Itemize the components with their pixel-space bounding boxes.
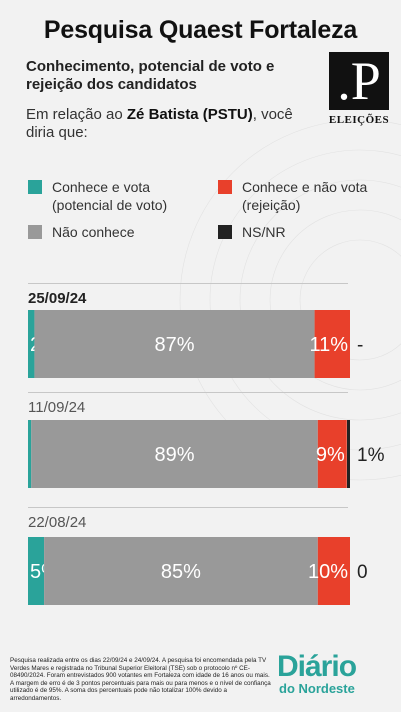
row-separator (28, 283, 348, 284)
nsnr-value-label: - (357, 335, 363, 356)
bar-value-label: 11% (309, 334, 348, 356)
legend-label-rejeicao: Conhece e não vota (rejeição) (242, 179, 368, 213)
brand-tagline: do Nordeste (279, 681, 355, 696)
logo-label: ELEIÇÕES (328, 114, 390, 126)
date-label: 11/09/24 (28, 399, 86, 416)
legend-item-nao-conhece: Não conhece (28, 223, 135, 241)
row-separator (28, 392, 348, 393)
bar-segment (44, 537, 318, 605)
bar-segment (317, 420, 347, 488)
date-label: 22/08/24 (28, 514, 87, 531)
bar-segment (31, 420, 318, 488)
logo-mark: .P (329, 52, 389, 110)
bar-value-label: 9% (316, 444, 345, 466)
bar-value-label: 10% (308, 561, 348, 583)
legend-label-nsnr: NS/NR (242, 224, 286, 240)
footnote: Pesquisa realizada entre os dias 22/09/2… (10, 657, 271, 702)
bar-segment (28, 310, 35, 378)
legend-item-rejeicao: Conhece e não vota (rejeição) (218, 178, 392, 214)
legend-swatch-rejeicao (218, 180, 232, 194)
bar-segment (317, 537, 350, 605)
question-suffix: , você diria que: (26, 106, 293, 141)
legend-item-potencial: Conhece e vota (potencial de voto) (28, 178, 202, 214)
bar-segment-nsnr (347, 420, 350, 488)
bar-segment (28, 420, 32, 488)
bar-value-label: 87% (154, 334, 194, 356)
legend-item-nsnr: NS/NR (218, 223, 286, 241)
page-subtitle: Conhecimento, potencial de voto e rejeiç… (26, 58, 275, 93)
nsnr-value-label: 1% (357, 445, 385, 466)
legend-label-nao-conhece: Não conhece (52, 224, 135, 240)
legend-swatch-potencial (28, 180, 42, 194)
brand-logo: Diário do Nordeste (277, 652, 397, 696)
page-title: Pesquisa Quaest Fortaleza (43, 16, 358, 44)
bar-segment (34, 310, 315, 378)
bar-value-label: 85% (161, 561, 201, 583)
question-text: Em relação ao Zé Batista (PSTU), você di… (26, 106, 296, 142)
legend-swatch-nao-conhece (28, 225, 42, 239)
row-separator (28, 507, 348, 508)
bar-value-label: 89% (154, 444, 194, 466)
brand-name: Diário (277, 650, 357, 683)
nsnr-value-label: 0 (357, 562, 368, 583)
question-prefix: Em relação ao (26, 106, 127, 123)
candidate-name: Zé Batista (PSTU) (126, 106, 253, 123)
date-label: 25/09/24 (28, 290, 87, 307)
legend-swatch-nsnr (218, 225, 232, 239)
bar-segment (314, 310, 350, 378)
bar-segment (28, 537, 45, 605)
legend-label-potencial: Conhece e vota (potencial de voto) (52, 179, 168, 213)
